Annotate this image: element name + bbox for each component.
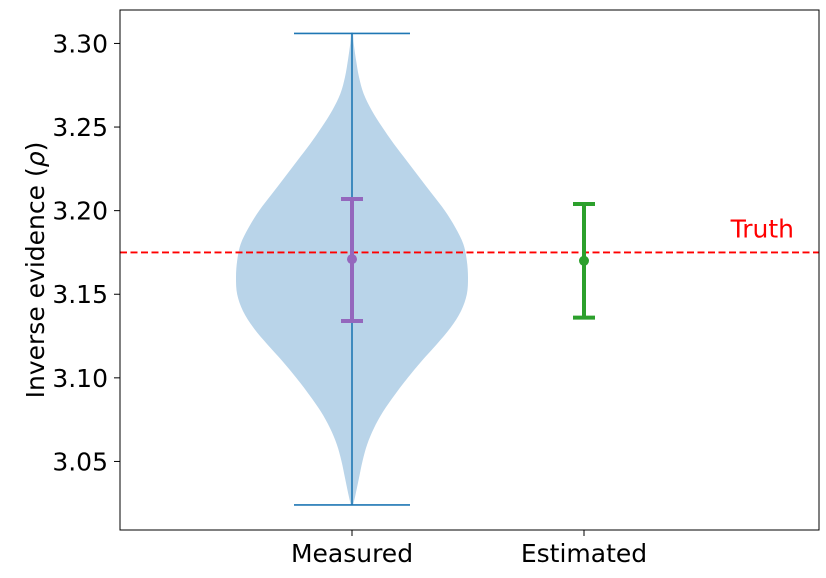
error-bar-measured: [341, 196, 363, 323]
plot-frame: [119, 9, 820, 531]
error-bar-estimated: [573, 201, 595, 320]
y-tick-label: 3.30: [52, 29, 108, 58]
y-axis-label-suffix: ): [21, 142, 50, 152]
truth-layer: Truth: [120, 214, 819, 254]
y-axis: 3.05 3.10 3.15 3.20 3.25 3.30: [52, 29, 120, 476]
x-tick-label: Measured: [291, 539, 413, 568]
errorbar-layer: [341, 196, 595, 323]
error-bar-center-point: [347, 254, 357, 265]
y-axis-label-symbol: ρ: [21, 151, 50, 167]
y-tick-label: 3.20: [52, 197, 108, 226]
y-tick-label: 3.25: [52, 113, 108, 142]
y-tick-label: 3.05: [52, 447, 108, 476]
y-tick-label: 3.15: [52, 280, 108, 309]
x-tick-label: Estimated: [521, 539, 647, 568]
y-axis-label: Inverse evidence (ρ): [21, 142, 50, 399]
truth-label: Truth: [730, 214, 794, 243]
error-bar-center-point: [579, 255, 589, 266]
y-axis-label-prefix: Inverse evidence (: [21, 167, 50, 398]
y-tick-label: 3.10: [52, 364, 108, 393]
x-axis: Measured Estimated: [291, 530, 647, 568]
